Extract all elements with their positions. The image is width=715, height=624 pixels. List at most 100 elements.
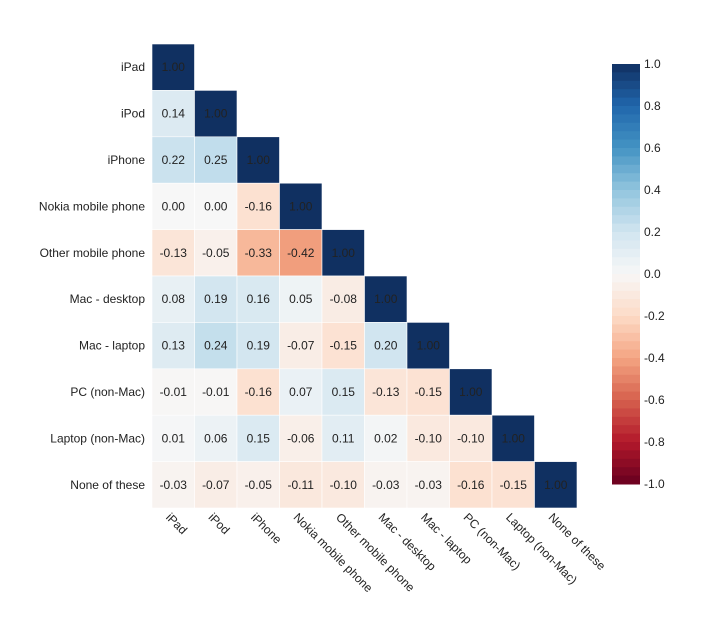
cell-value-label: -0.10 [330, 478, 358, 492]
colorbar-tick-label: -0.4 [644, 351, 665, 365]
cell-rect [364, 275, 408, 323]
colorbar-segment [612, 400, 640, 409]
heatmap-cell: 1.00 [236, 136, 280, 184]
y-tick-label: iPhone [108, 153, 146, 167]
colorbar-segment [612, 450, 640, 460]
cell-value-label: 0.07 [289, 385, 313, 399]
colorbar-segment [612, 106, 640, 115]
colorbar-segment [612, 366, 640, 376]
colorbar-segment [612, 358, 640, 367]
colorbar-segment [612, 131, 640, 141]
colorbar-segment [612, 97, 640, 107]
heatmap-cell: 0.15 [236, 414, 280, 462]
heatmap-cell: -0.16 [236, 182, 280, 230]
heatmap-cell: -0.03 [151, 461, 195, 509]
heatmap-cell: -0.33 [236, 229, 280, 277]
cell-rect [151, 43, 195, 91]
cell-rect [279, 182, 323, 230]
cell-value-label: -0.10 [457, 431, 485, 445]
cell-rect [151, 322, 195, 370]
y-tick-label: Laptop (non-Mac) [50, 431, 145, 445]
colorbar-segment [612, 391, 640, 401]
cell-rect [279, 275, 323, 323]
heatmap-cell: 0.00 [194, 182, 238, 230]
cell-rect [321, 229, 365, 277]
heatmap-cell: -0.08 [321, 275, 365, 323]
heatmap-cell: -0.10 [449, 414, 493, 462]
colorbar-segment [612, 248, 640, 258]
y-tick-label: Nokia mobile phone [39, 199, 145, 213]
heatmap-cell: -0.13 [364, 368, 408, 416]
cell-value-label: -0.03 [372, 478, 400, 492]
colorbar-segment [612, 139, 640, 149]
colorbar-segment [612, 316, 640, 325]
cell-value-label: 0.15 [332, 385, 356, 399]
cell-rect [236, 229, 280, 277]
heatmap-cell: 1.00 [151, 43, 195, 91]
cell-value-label: 1.00 [289, 199, 313, 213]
colorbar-segment [612, 299, 640, 309]
cell-value-label: 1.00 [502, 431, 526, 445]
cell-rect [194, 229, 238, 277]
heatmap-cell: -0.42 [279, 229, 323, 277]
cell-value-label: -0.03 [160, 478, 188, 492]
cell-value-label: -0.01 [202, 385, 230, 399]
cell-value-label: 1.00 [162, 60, 186, 74]
cell-value-label: 1.00 [417, 339, 441, 353]
cell-value-label: -0.15 [330, 339, 358, 353]
cell-value-label: -0.01 [160, 385, 188, 399]
colorbar-segment [612, 442, 640, 451]
colorbar-segment [612, 232, 640, 241]
colorbar-segment [612, 282, 640, 292]
heatmap-cell: -0.15 [491, 461, 535, 509]
heatmap-cell: -0.10 [406, 414, 450, 462]
cell-rect [406, 414, 450, 462]
cell-rect [194, 414, 238, 462]
colorbar-tick-label: -0.6 [644, 393, 665, 407]
y-tick-label: Other mobile phone [40, 246, 146, 260]
cell-value-label: 0.19 [247, 339, 271, 353]
cell-value-label: -0.16 [457, 478, 485, 492]
cell-value-label: 0.19 [204, 292, 228, 306]
colorbar-segment [612, 148, 640, 157]
cell-value-label: 0.15 [247, 431, 271, 445]
heatmap-cell: 0.16 [236, 275, 280, 323]
cell-rect [194, 136, 238, 184]
cell-rect [151, 275, 195, 323]
heatmap-cell: 0.25 [194, 136, 238, 184]
colorbar-segment [612, 198, 640, 208]
cell-rect [194, 182, 238, 230]
cell-rect [236, 275, 280, 323]
cell-rect [194, 461, 238, 509]
heatmap-cell: 0.07 [279, 368, 323, 416]
heatmap-cell: -0.15 [406, 368, 450, 416]
cell-rect [321, 461, 365, 509]
colorbar-segment [612, 374, 640, 384]
x-tick-label: iPad [163, 510, 190, 537]
cell-rect [279, 461, 323, 509]
heatmap-cell: 1.00 [491, 414, 535, 462]
colorbar-segment [612, 458, 640, 468]
heatmap-cell: -0.15 [321, 322, 365, 370]
heatmap-cell: 0.02 [364, 414, 408, 462]
heatmap-cell: 0.13 [151, 322, 195, 370]
y-axis-labels: iPad iPod iPhone Nokia mobile phone Other mo… [39, 60, 145, 492]
heatmap-cell: 0.19 [194, 275, 238, 323]
colorbar-segment [612, 257, 640, 267]
colorbar-segment [612, 164, 640, 174]
cell-value-label: -0.16 [245, 199, 273, 213]
cell-rect [449, 368, 493, 416]
heatmap-cell: -0.01 [194, 368, 238, 416]
cell-value-label: 0.00 [162, 199, 186, 213]
cell-value-label: -0.42 [287, 246, 315, 260]
y-tick-label: Mac - desktop [70, 292, 146, 306]
heatmap-cell: 0.14 [151, 90, 195, 138]
colorbar-segment [612, 416, 640, 426]
heatmap-cell: -0.06 [279, 414, 323, 462]
colorbar-segment [612, 89, 640, 99]
cell-rect [406, 368, 450, 416]
colorbar-segment [612, 114, 640, 124]
cell-value-label: 0.20 [374, 339, 398, 353]
